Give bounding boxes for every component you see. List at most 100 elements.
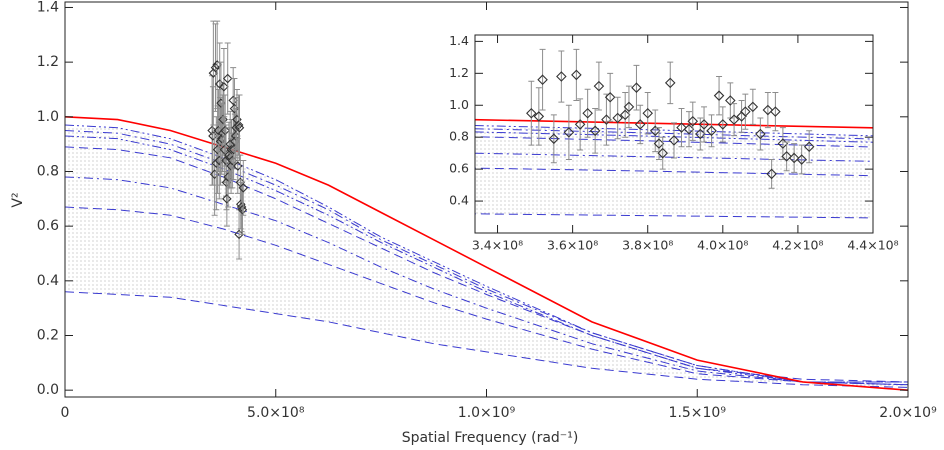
data-point bbox=[717, 119, 729, 130]
data-point bbox=[755, 128, 766, 140]
y-tick-label: 0.6 bbox=[37, 218, 59, 234]
data-point bbox=[664, 77, 676, 89]
data-point bbox=[642, 107, 653, 119]
data-point bbox=[222, 73, 233, 84]
error-bar bbox=[689, 101, 696, 141]
model-range-shading bbox=[65, 125, 908, 388]
y-tick-label: 1.2 bbox=[37, 54, 59, 70]
error-bar bbox=[644, 91, 651, 135]
x-tick-label: 2.0×10⁹ bbox=[879, 405, 937, 421]
error-bar bbox=[550, 114, 557, 164]
data-point bbox=[695, 128, 706, 140]
error-bar bbox=[592, 107, 599, 154]
y-tick-label: 0.6 bbox=[449, 161, 469, 176]
data-point bbox=[668, 135, 680, 146]
x-tick-label: 5.0×10⁸ bbox=[247, 405, 305, 421]
error-bar bbox=[783, 141, 790, 172]
error-bar bbox=[708, 114, 715, 148]
error-bar bbox=[701, 106, 708, 143]
data-point bbox=[226, 144, 237, 155]
error-bar bbox=[577, 98, 584, 151]
data-point bbox=[653, 138, 665, 149]
data-point bbox=[601, 114, 612, 125]
error-bar bbox=[565, 104, 572, 161]
data-point bbox=[207, 125, 217, 136]
data-point bbox=[706, 125, 717, 137]
data-point bbox=[687, 115, 699, 127]
y-tick-label: 1.0 bbox=[37, 109, 59, 125]
data-point bbox=[222, 194, 232, 204]
data-point bbox=[218, 114, 228, 125]
y-tick-label: 1.0 bbox=[449, 97, 469, 112]
y-tick-label: 1.4 bbox=[449, 33, 469, 48]
data-point bbox=[234, 229, 244, 240]
y-tick-label: 1.2 bbox=[449, 65, 469, 80]
data-point bbox=[526, 107, 537, 119]
error-bar bbox=[667, 61, 674, 105]
data-point bbox=[233, 120, 244, 130]
data-point bbox=[762, 104, 774, 116]
error-bar bbox=[614, 96, 621, 140]
data-point bbox=[766, 168, 777, 180]
error-bar bbox=[622, 91, 629, 138]
x-tick-label: 0 bbox=[61, 405, 70, 421]
error-bar bbox=[806, 130, 813, 164]
data-point bbox=[634, 119, 646, 130]
error-bar bbox=[633, 64, 640, 111]
data-point bbox=[803, 141, 815, 153]
data-point bbox=[740, 106, 751, 117]
data-point bbox=[796, 154, 807, 165]
data-point bbox=[219, 144, 230, 155]
data-point bbox=[781, 151, 792, 162]
y-axis-title: V² bbox=[10, 192, 26, 207]
data-point bbox=[210, 62, 221, 73]
x-tick-label: 4.2×10⁸ bbox=[772, 238, 823, 253]
data-point bbox=[683, 123, 695, 135]
x-tick-label: 3.8×10⁸ bbox=[622, 238, 673, 253]
data-point bbox=[713, 90, 725, 101]
data-point bbox=[571, 69, 582, 81]
error-bar bbox=[678, 107, 685, 148]
data-point bbox=[537, 74, 548, 85]
data-point bbox=[214, 79, 225, 89]
data-point bbox=[612, 112, 623, 124]
model-curve bbox=[65, 146, 908, 383]
model-curve bbox=[65, 176, 908, 383]
error-bar bbox=[798, 144, 805, 175]
error-bar bbox=[625, 85, 632, 129]
data-point bbox=[208, 131, 218, 141]
error-bar bbox=[659, 136, 666, 170]
data-point bbox=[649, 125, 661, 137]
error-bar bbox=[224, 42, 231, 115]
data-point bbox=[593, 80, 605, 92]
y-tick-label: 0.8 bbox=[449, 129, 469, 144]
data-point bbox=[747, 101, 759, 113]
plot-area bbox=[475, 48, 873, 219]
error-bar bbox=[539, 48, 546, 111]
data-point bbox=[657, 147, 669, 159]
error-bar bbox=[637, 104, 644, 145]
data-point bbox=[631, 82, 642, 93]
x-tick-label: 4.4×10⁸ bbox=[847, 238, 898, 253]
y-tick-label: 0.8 bbox=[37, 163, 59, 179]
model-curve bbox=[65, 124, 908, 386]
error-bar bbox=[738, 99, 745, 133]
error-bar bbox=[528, 80, 535, 146]
data-point bbox=[623, 101, 635, 113]
model-curve bbox=[65, 291, 908, 388]
data-point bbox=[582, 107, 593, 119]
error-bar bbox=[240, 160, 247, 216]
x-tick-label: 4.0×10⁸ bbox=[697, 238, 748, 253]
data-point bbox=[574, 119, 586, 130]
x-tick-label: 3.6×10⁸ bbox=[547, 238, 598, 253]
data-point bbox=[563, 127, 575, 138]
data-point bbox=[770, 106, 781, 117]
data-point bbox=[676, 122, 687, 133]
data-point bbox=[237, 204, 248, 215]
y-tick-label: 0.0 bbox=[37, 382, 59, 398]
data-point bbox=[219, 81, 229, 92]
model-curve bbox=[65, 129, 908, 383]
x-tick-label: 3.4×10⁸ bbox=[472, 238, 523, 253]
y-tick-label: 0.2 bbox=[37, 327, 59, 343]
model-curve bbox=[65, 206, 908, 386]
